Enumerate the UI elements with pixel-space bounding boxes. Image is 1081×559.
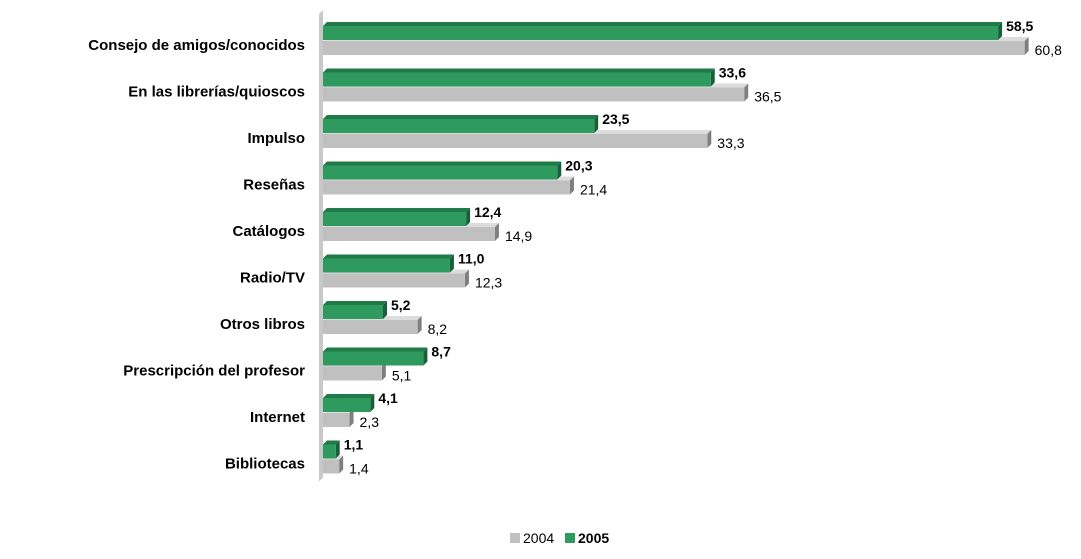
data-label-2004: 60,8	[1035, 42, 1062, 58]
category-label: En las librerías/quioscos	[128, 84, 305, 101]
bar-2005	[323, 254, 454, 273]
data-label-2005: 23,5	[602, 111, 629, 127]
bar-2005	[323, 115, 599, 133]
bar-2005	[323, 347, 428, 366]
data-labels: 58,560,8 33,6 36,5 23,5 33,3 20,3 21,4 12,414,9…	[344, 18, 1062, 477]
data-label-2005: 1,1	[344, 437, 364, 453]
bar-2005	[323, 394, 375, 412]
category-label: Impulso	[247, 130, 305, 147]
chart-wall	[319, 10, 323, 482]
legend: 2004 2005	[510, 530, 609, 546]
data-label-2005: 20,3	[565, 158, 592, 174]
category-label: Prescripción del profesor	[123, 363, 305, 380]
bar-2005	[323, 301, 388, 319]
data-label-2004: 5,1	[392, 368, 412, 384]
category-label: Consejo de amigos/conocidos	[88, 37, 305, 54]
category-label: Catálogos	[232, 223, 305, 240]
bar-2005	[323, 208, 471, 226]
data-label-2004: 1,4	[349, 461, 369, 477]
category-labels: Consejo de amigos/conocidos En las librer…	[88, 37, 305, 473]
category-label: Otros libros	[220, 316, 305, 333]
data-label-2004: 14,9	[505, 228, 532, 244]
legend-label-2005: 2005	[578, 530, 609, 546]
data-label-2004: 12,3	[475, 275, 502, 291]
data-label-2005: 12,4	[474, 204, 501, 220]
legend-swatch-2004	[510, 533, 520, 543]
data-label-2005: 33,6	[719, 65, 746, 81]
data-label-2005: 11,0	[458, 251, 485, 267]
data-label-2005: 4,1	[378, 390, 398, 406]
legend-swatch-2005	[565, 533, 575, 543]
data-label-2004: 21,4	[580, 182, 607, 198]
bar-2005	[323, 68, 715, 87]
legend-label-2004: 2004	[523, 530, 554, 546]
axis-wall	[319, 10, 323, 482]
data-label-2005: 58,5	[1006, 18, 1033, 34]
bars	[323, 22, 1029, 474]
category-label: Radio/TV	[240, 270, 305, 287]
data-label-2004: 33,3	[717, 135, 744, 151]
data-label-2004: 36,5	[754, 89, 781, 105]
data-label-2004: 2,3	[360, 414, 380, 430]
data-label-2005: 5,2	[391, 297, 411, 313]
bar-2005	[323, 161, 562, 180]
category-label: Reseñas	[243, 177, 305, 194]
category-label: Bibliotecas	[225, 456, 305, 473]
bar-2005	[323, 440, 340, 459]
bar-2005	[323, 22, 1003, 40]
data-label-2005: 8,7	[431, 344, 451, 360]
category-label: Internet	[250, 409, 305, 426]
data-label-2004: 8,2	[428, 321, 448, 337]
